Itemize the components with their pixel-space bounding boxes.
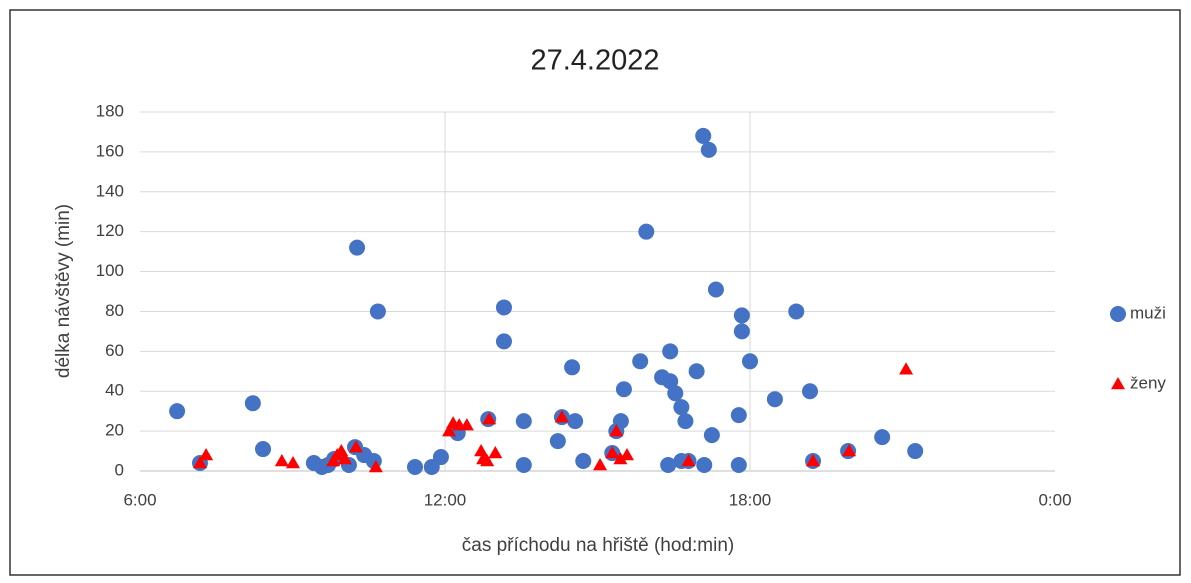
data-point	[337, 452, 352, 465]
data-point	[169, 403, 186, 420]
data-point	[554, 410, 569, 423]
x-tick-label: 0:00	[1038, 490, 1071, 509]
data-point	[199, 448, 214, 461]
data-point	[619, 448, 634, 461]
data-point	[488, 446, 503, 459]
data-point	[613, 452, 628, 465]
data-point	[480, 454, 495, 467]
data-point	[707, 281, 724, 298]
data-point	[605, 446, 620, 459]
data-point	[575, 453, 592, 470]
legend-marker	[1111, 377, 1125, 390]
x-axis-label: čas příchodu na hřiště (hod:min)	[462, 535, 734, 556]
data-point	[688, 363, 705, 380]
data-point	[700, 141, 717, 158]
data-point	[801, 383, 818, 400]
data-point	[733, 307, 750, 324]
data-point	[632, 353, 649, 370]
chart-border	[9, 9, 1181, 576]
data-point	[244, 395, 261, 412]
data-point	[615, 381, 632, 398]
y-tick-label: 20	[105, 421, 124, 440]
data-point	[474, 444, 489, 457]
data-point	[609, 424, 624, 437]
x-tick-label: 12:00	[424, 490, 467, 509]
data-point	[549, 433, 566, 450]
data-point	[703, 427, 720, 444]
data-point	[677, 413, 694, 430]
data-point	[564, 359, 581, 376]
data-point	[495, 299, 512, 316]
data-point	[255, 441, 272, 458]
data-point	[459, 418, 474, 431]
data-point	[730, 407, 747, 424]
y-tick-label: 140	[96, 181, 124, 200]
data-point	[349, 239, 366, 256]
data-point	[742, 353, 758, 370]
data-point	[442, 424, 457, 437]
y-axis-label: délka návštěvy (min)	[53, 204, 74, 378]
data-point	[874, 429, 891, 446]
data-point	[349, 440, 364, 453]
x-tick-label: 18:00	[729, 490, 772, 509]
data-point	[662, 373, 679, 390]
data-point	[482, 412, 497, 425]
data-point	[662, 343, 679, 360]
x-tick-label: 6:00	[123, 490, 156, 509]
data-point	[274, 454, 289, 467]
data-point	[667, 385, 684, 402]
data-point	[730, 457, 747, 474]
legend-marker	[1110, 306, 1126, 322]
data-point	[432, 449, 449, 466]
data-point	[593, 458, 608, 471]
data-point	[696, 457, 713, 474]
data-point	[788, 303, 805, 320]
data-point	[673, 399, 690, 416]
data-point	[567, 413, 584, 430]
data-point	[369, 303, 386, 320]
y-tick-label: 160	[96, 141, 124, 160]
y-tick-label: 180	[96, 101, 124, 120]
data-point	[806, 454, 821, 467]
data-point	[733, 323, 750, 340]
data-point	[766, 391, 783, 408]
data-point	[515, 413, 532, 430]
data-point	[192, 456, 207, 469]
data-point	[515, 457, 532, 474]
y-tick-label: 120	[96, 221, 124, 240]
data-point	[286, 456, 301, 469]
chart-title: 27.4.2022	[530, 45, 659, 77]
y-tick-label: 0	[115, 460, 124, 479]
data-point	[899, 362, 914, 375]
y-tick-label: 60	[105, 341, 124, 360]
data-point	[660, 457, 677, 474]
data-point	[495, 333, 512, 350]
y-tick-label: 80	[105, 301, 124, 320]
data-point	[407, 459, 424, 476]
data-point	[907, 443, 924, 460]
data-point	[842, 444, 857, 457]
data-point	[638, 223, 655, 240]
data-point	[681, 454, 696, 467]
data-point	[368, 460, 383, 473]
data-point	[695, 127, 712, 144]
legend-label: muži	[1130, 303, 1166, 322]
y-tick-label: 40	[105, 381, 124, 400]
y-tick-label: 100	[96, 261, 124, 280]
legend-label: ženy	[1130, 373, 1166, 392]
